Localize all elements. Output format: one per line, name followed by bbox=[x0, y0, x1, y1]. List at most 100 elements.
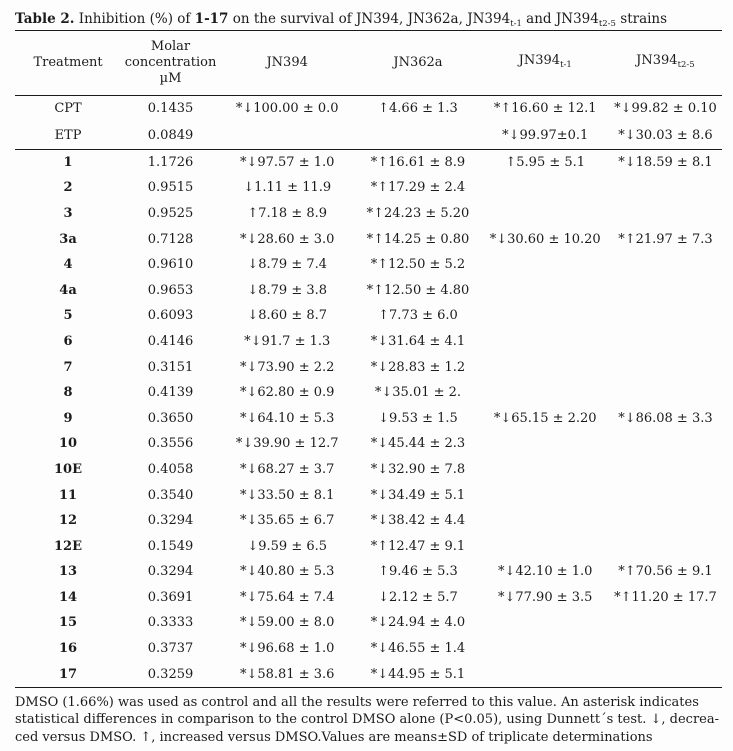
treatment-cell: 10E bbox=[54, 461, 83, 477]
jn394-value-cell: *↓33.50 ± 8.1 bbox=[239, 487, 335, 503]
molar-concentration-cell: 0.3540 bbox=[147, 487, 194, 503]
jn394t25-value-cell: *↓18.59 ± 8.1 bbox=[618, 154, 713, 170]
jn362a-value-cell: ↑9.46 ± 5.3 bbox=[378, 564, 458, 580]
jn394t25-value-cell bbox=[609, 661, 722, 687]
treatment-cell: 2 bbox=[63, 180, 73, 196]
jn394-value-cell: *↓35.65 ± 6.7 bbox=[239, 513, 335, 529]
jn394-value-cell: *↓97.57 ± 1.0 bbox=[239, 154, 335, 170]
jn394-value-cell: ↓1.11 ± 11.9 bbox=[243, 180, 332, 196]
jn394t25-value-cell: *↑21.97 ± 7.3 bbox=[618, 231, 713, 247]
molar-concentration-cell: 0.1549 bbox=[147, 538, 194, 554]
strain-subscript: t-1 bbox=[510, 19, 522, 29]
molar-concentration-cell: 0.3650 bbox=[147, 410, 194, 426]
jn394t25-value-cell bbox=[609, 431, 722, 457]
table-row: 3a 0.7128 *↓28.60 ± 3.0 *↑14.25 ± 0.80 *… bbox=[15, 226, 722, 252]
jn394t1-value-cell: *↓99.97±0.1 bbox=[502, 127, 589, 143]
table-row: 4a 0.9653 ↓8.79 ± 3.8 *↑12.50 ± 4.80 bbox=[15, 277, 722, 303]
jn362a-value-cell: *↓24.94 ± 4.0 bbox=[370, 615, 466, 631]
treatment-cell: 3 bbox=[63, 205, 73, 221]
col-header-treatment: Treatment bbox=[15, 30, 122, 96]
jn394-value-cell bbox=[220, 122, 354, 149]
jn394-value-cell: *↓91.7 ± 1.3 bbox=[244, 333, 331, 349]
table-row: 10 0.3556 *↓39.90 ± 12.7 *↓45.44 ± 2.3 bbox=[15, 431, 722, 457]
table-row: 2 0.9515 ↓1.11 ± 11.9 *↑17.29 ± 2.4 bbox=[15, 175, 722, 201]
jn394t25-value-cell bbox=[609, 380, 722, 406]
footnote-line: statistical differences in comparison to… bbox=[15, 712, 720, 728]
treatment-cell: ETP bbox=[54, 127, 82, 143]
treatment-cell: 8 bbox=[63, 385, 73, 401]
control-rows-group: CPT 0.1435 *↓100.00 ± 0.0 ↑4.66 ± 1.3 *↑… bbox=[15, 95, 722, 149]
jn362a-value-cell bbox=[354, 122, 481, 149]
jn394t1-value-cell bbox=[482, 661, 609, 687]
treatment-cell: 12 bbox=[58, 513, 78, 529]
jn394t25-value-cell: *↑11.20 ± 17.7 bbox=[614, 589, 717, 605]
treatment-cell: 4a bbox=[59, 282, 77, 298]
table-row: 12E 0.1549 ↓9.59 ± 6.5 *↑12.47 ± 9.1 bbox=[15, 533, 722, 559]
jn394-value-cell: *↓100.00 ± 0.0 bbox=[235, 101, 339, 117]
jn362a-value-cell: *↑12.50 ± 4.80 bbox=[366, 282, 470, 298]
jn394t1-value-cell bbox=[482, 457, 609, 483]
jn394-value-cell: *↓75.64 ± 7.4 bbox=[239, 589, 335, 605]
jn394t25-value-cell bbox=[609, 329, 722, 355]
title-segment: strains bbox=[615, 11, 668, 27]
jn362a-value-cell: ↑7.73 ± 6.0 bbox=[378, 308, 458, 324]
jn362a-value-cell: *↓46.55 ± 1.4 bbox=[370, 641, 466, 657]
molar-concentration-cell: 0.3151 bbox=[147, 359, 194, 375]
table-footnote: DMSO (1.66%) was used as control and all… bbox=[15, 688, 722, 747]
molar-concentration-cell: 0.9515 bbox=[147, 180, 194, 196]
jn394t25-value-cell bbox=[609, 277, 722, 303]
table-number-label: Table 2. bbox=[15, 11, 75, 27]
jn362a-value-cell: *↑24.23 ± 5.20 bbox=[366, 205, 470, 221]
molar-concentration-cell: 0.0849 bbox=[147, 127, 194, 143]
jn394-value-cell: ↓8.79 ± 7.4 bbox=[247, 257, 328, 273]
jn362a-value-cell: *↑16.61 ± 8.9 bbox=[370, 154, 466, 170]
strain-subscript: t2-5 bbox=[598, 19, 616, 29]
jn394t1-value-cell bbox=[482, 252, 609, 278]
table-row: 16 0.3737 *↓96.68 ± 1.0 *↓46.55 ± 1.4 bbox=[15, 636, 722, 662]
table-row: 3 0.9525 ↑7.18 ± 8.9 *↑24.23 ± 5.20 bbox=[15, 201, 722, 227]
molar-concentration-cell: 0.3556 bbox=[147, 436, 194, 452]
jn394t1-value-cell bbox=[482, 636, 609, 662]
treatment-cell: 12E bbox=[54, 538, 83, 554]
table-row: 9 0.3650 *↓64.10 ± 5.3 ↓9.53 ± 1.5 *↓65.… bbox=[15, 405, 722, 431]
molar-concentration-cell: 0.9653 bbox=[147, 282, 194, 298]
jn394t25-value-cell bbox=[609, 636, 722, 662]
treatment-cell: 9 bbox=[63, 410, 73, 426]
jn394t1-value-cell bbox=[482, 610, 609, 636]
jn394t1-value-cell: *↑16.60 ± 12.1 bbox=[493, 101, 597, 117]
molar-concentration-cell: 0.3333 bbox=[147, 615, 194, 631]
table-row: 11 0.3540 *↓33.50 ± 8.1 *↓34.49 ± 5.1 bbox=[15, 482, 722, 508]
jn394t25-value-cell: *↑70.56 ± 9.1 bbox=[618, 564, 713, 580]
molar-concentration-cell: 0.7128 bbox=[147, 231, 194, 247]
jn394t1-value-cell bbox=[482, 508, 609, 534]
jn394t25-value-cell bbox=[609, 201, 722, 227]
table-row: 17 0.3259 *↓58.81 ± 3.6 *↓44.95 ± 5.1 bbox=[15, 661, 722, 687]
compound-range: 1-17 bbox=[194, 11, 229, 27]
treatment-cell: 1 bbox=[63, 154, 73, 170]
treatment-cell: 6 bbox=[63, 333, 73, 349]
table-row: CPT 0.1435 *↓100.00 ± 0.0 ↑4.66 ± 1.3 *↑… bbox=[15, 95, 722, 122]
jn394t25-value-cell bbox=[609, 175, 722, 201]
molar-concentration-cell: 0.6093 bbox=[147, 308, 194, 324]
molar-concentration-cell: 0.3294 bbox=[147, 564, 194, 580]
compound-rows-group: 1 1.1726 *↓97.57 ± 1.0 *↑16.61 ± 8.9 ↑5.… bbox=[15, 149, 722, 687]
title-segment: Inhibition (%) of bbox=[74, 11, 195, 27]
jn394-value-cell: ↓8.79 ± 3.8 bbox=[247, 282, 328, 298]
molar-concentration-cell: 0.3294 bbox=[147, 513, 194, 529]
jn394t1-value-cell bbox=[482, 431, 609, 457]
table-row: 7 0.3151 *↓73.90 ± 2.2 *↓28.83 ± 1.2 bbox=[15, 354, 722, 380]
header-row: Treatment Molar concentration µM JN394 J… bbox=[15, 30, 722, 96]
jn394t1-value-cell bbox=[482, 533, 609, 559]
table-row: ETP 0.0849 *↓99.97±0.1 *↓30.03 ± 8.6 bbox=[15, 122, 722, 149]
jn394t1-value-cell bbox=[482, 329, 609, 355]
treatment-cell: 3a bbox=[59, 231, 77, 247]
jn394t25-value-cell bbox=[609, 610, 722, 636]
molar-concentration-cell: 0.4058 bbox=[147, 461, 194, 477]
jn362a-value-cell: *↓31.64 ± 4.1 bbox=[370, 333, 466, 349]
table-row: 1 1.1726 *↓97.57 ± 1.0 *↑16.61 ± 8.9 ↑5.… bbox=[15, 149, 722, 175]
jn362a-value-cell: *↓44.95 ± 5.1 bbox=[370, 666, 466, 682]
jn394t25-value-cell bbox=[609, 303, 722, 329]
jn362a-value-cell: *↑12.50 ± 5.2 bbox=[370, 257, 466, 273]
jn394t25-value-cell bbox=[609, 482, 722, 508]
treatment-cell: 7 bbox=[63, 359, 73, 375]
